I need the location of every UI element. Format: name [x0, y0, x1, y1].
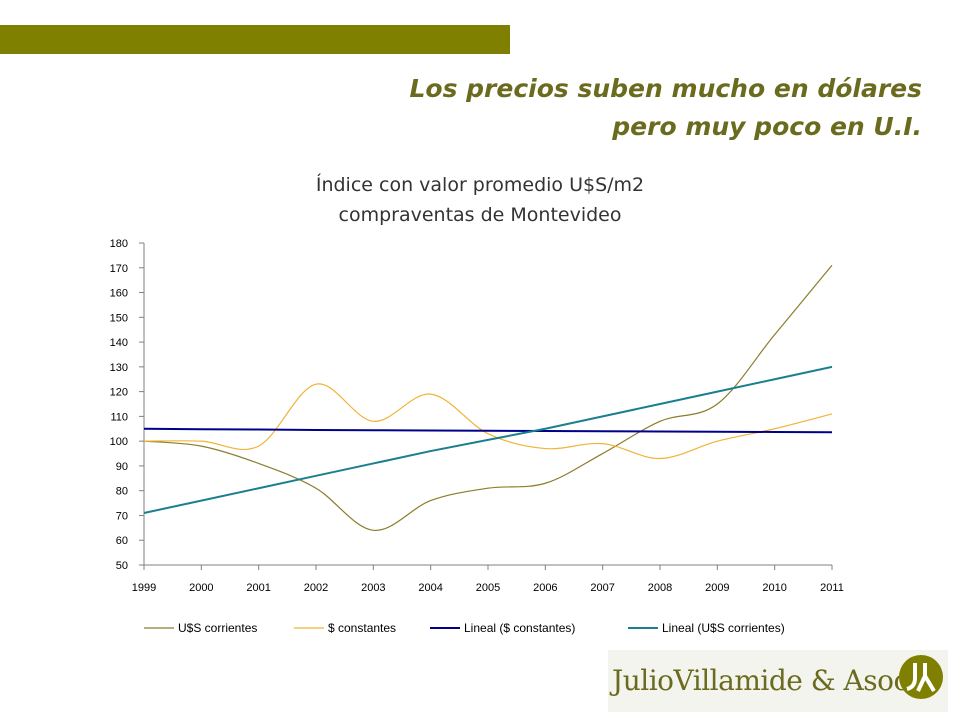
y-tick-label: 140	[110, 337, 128, 349]
chart-title-line-2: compraventas de Montevideo	[339, 204, 622, 226]
y-tick-label: 180	[110, 238, 128, 250]
x-tick-label: 2011	[820, 582, 844, 594]
y-tick-label: 100	[110, 436, 128, 448]
y-tick-label: 160	[110, 288, 128, 300]
headline-line-2: pero muy poco en U.I.	[612, 112, 922, 141]
x-tick-label: 2007	[590, 582, 614, 594]
chart-legend: U$S corrientes $ constantes Lineal ($ cons…	[144, 621, 785, 635]
x-tick-label: 2006	[533, 582, 557, 594]
x-tick-label: 2010	[762, 582, 786, 594]
y-tick-label: 80	[116, 486, 128, 498]
accent-bar	[0, 25, 510, 54]
x-tick-label: 2005	[476, 582, 500, 594]
y-tick-label: 110	[110, 411, 128, 423]
legend-label: $ constantes	[328, 621, 396, 635]
legend-label: U$S corrientes	[178, 621, 257, 635]
logo-wordmark: JulioVillamide & Asoc.	[612, 664, 918, 697]
headline-line-1: Los precios suben mucho en dólares	[409, 74, 922, 103]
series-line-2	[143, 383, 833, 460]
x-tick-label: 2008	[648, 582, 672, 594]
y-tick-label: 120	[110, 387, 128, 399]
x-tick-label: 2002	[304, 582, 328, 594]
chart-title-line-1: Índice con valor promedio U$S/m2	[316, 173, 644, 196]
y-tick-label: 150	[110, 312, 128, 324]
y-tick-label: 90	[116, 461, 128, 473]
y-tick-label: 60	[116, 535, 128, 547]
y-tick-label: 70	[116, 510, 128, 522]
x-tick-label: 2004	[418, 582, 442, 594]
x-tick-label: 1999	[132, 582, 156, 594]
series-line-4	[143, 365, 833, 514]
x-tick-label: 2001	[246, 582, 270, 594]
y-tick-label: 130	[110, 362, 128, 374]
series-line-3	[143, 427, 833, 434]
x-tick-label: 2003	[361, 582, 385, 594]
chart-series	[143, 264, 833, 531]
series-line-1	[143, 264, 833, 531]
x-tick-label: 2000	[189, 582, 213, 594]
legend-label: Lineal (U$S corrientes)	[662, 621, 785, 635]
y-tick-label: 50	[116, 560, 128, 572]
logo-emblem-icon	[899, 655, 943, 699]
line-chart: Índice con valor promedio U$S/m2 comprav…	[110, 173, 844, 635]
y-tick-label: 170	[110, 263, 128, 275]
x-tick-label: 2009	[705, 582, 729, 594]
chart-axes: 50 60 70 80 90 100 110 120 130 140 150 160 170 180 199…	[110, 238, 844, 594]
slide-headline: Los precios suben mucho en dólares pero …	[409, 70, 922, 146]
company-logo: JulioVillamide & Asoc.	[608, 650, 948, 712]
legend-label: Lineal ($ constantes)	[464, 621, 575, 635]
